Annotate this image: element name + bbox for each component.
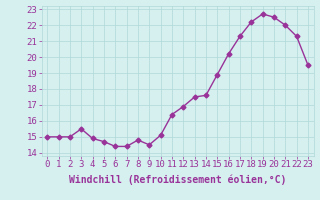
X-axis label: Windchill (Refroidissement éolien,°C): Windchill (Refroidissement éolien,°C)	[69, 175, 286, 185]
